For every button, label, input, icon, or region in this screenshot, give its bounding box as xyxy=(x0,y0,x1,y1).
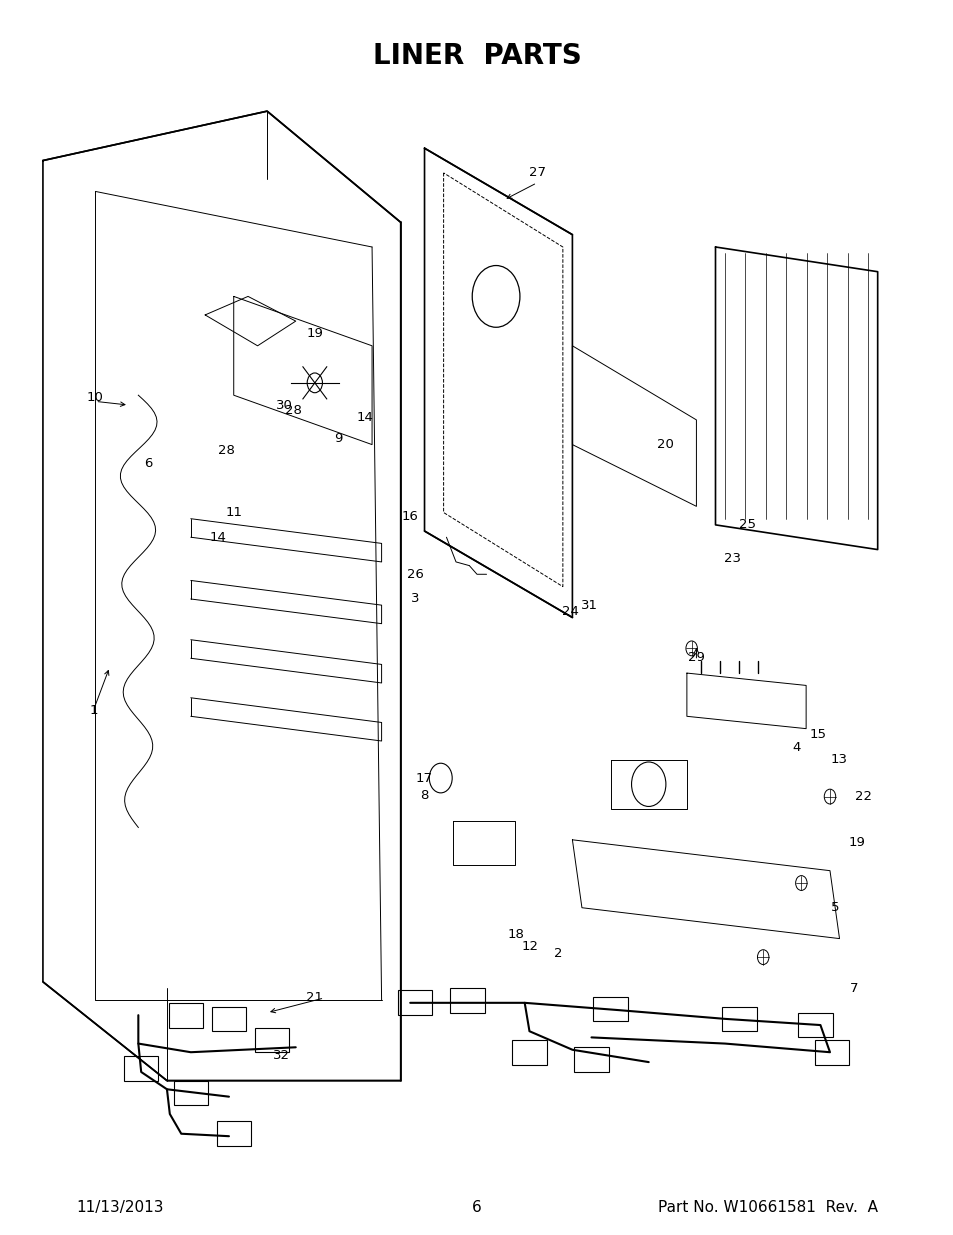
Text: 32: 32 xyxy=(273,1050,290,1062)
Bar xyxy=(397,990,432,1015)
Bar xyxy=(798,1013,832,1037)
Text: 29: 29 xyxy=(687,651,704,663)
Text: 26: 26 xyxy=(406,568,423,580)
Text: 21: 21 xyxy=(306,992,323,1004)
Text: 14: 14 xyxy=(356,411,374,424)
Text: 17: 17 xyxy=(416,772,433,784)
Text: 30: 30 xyxy=(275,399,293,411)
Text: 20: 20 xyxy=(657,438,674,451)
Text: 13: 13 xyxy=(830,753,847,766)
Bar xyxy=(574,1047,608,1072)
Text: 12: 12 xyxy=(521,940,538,952)
Text: LINER  PARTS: LINER PARTS xyxy=(373,42,580,69)
Text: 16: 16 xyxy=(401,510,418,522)
Text: 31: 31 xyxy=(580,599,598,611)
Bar xyxy=(212,1007,246,1031)
Text: 19: 19 xyxy=(306,327,323,340)
Text: 27: 27 xyxy=(528,167,545,179)
Bar xyxy=(216,1121,251,1146)
Text: 22: 22 xyxy=(854,790,871,803)
Text: 2: 2 xyxy=(554,947,561,960)
Text: 23: 23 xyxy=(723,552,740,564)
Text: 18: 18 xyxy=(507,929,524,941)
Text: 7: 7 xyxy=(849,982,857,994)
Bar xyxy=(721,1007,756,1031)
Text: 6: 6 xyxy=(472,1200,481,1215)
Text: 19: 19 xyxy=(847,836,864,848)
Text: 28: 28 xyxy=(217,445,234,457)
Text: 24: 24 xyxy=(561,605,578,618)
Bar xyxy=(450,988,484,1013)
Bar xyxy=(814,1040,848,1065)
Bar xyxy=(124,1056,158,1081)
Text: 10: 10 xyxy=(87,391,104,404)
Text: 1: 1 xyxy=(90,704,97,716)
Text: 11: 11 xyxy=(225,506,242,519)
Text: 3: 3 xyxy=(411,593,418,605)
Text: 8: 8 xyxy=(420,789,428,802)
Bar xyxy=(593,997,627,1021)
Text: 25: 25 xyxy=(739,519,756,531)
Text: 4: 4 xyxy=(792,741,800,753)
Text: Part No. W10661581  Rev.  A: Part No. W10661581 Rev. A xyxy=(657,1200,877,1215)
Text: 11/13/2013: 11/13/2013 xyxy=(76,1200,164,1215)
Bar xyxy=(512,1040,546,1065)
Bar xyxy=(173,1081,208,1105)
Text: 9: 9 xyxy=(335,432,342,445)
Bar xyxy=(254,1028,289,1052)
Text: 28: 28 xyxy=(285,404,302,416)
Text: 15: 15 xyxy=(809,729,826,741)
Bar xyxy=(169,1003,203,1028)
Text: 5: 5 xyxy=(830,902,838,914)
Text: 6: 6 xyxy=(144,457,152,469)
Text: 14: 14 xyxy=(209,531,226,543)
